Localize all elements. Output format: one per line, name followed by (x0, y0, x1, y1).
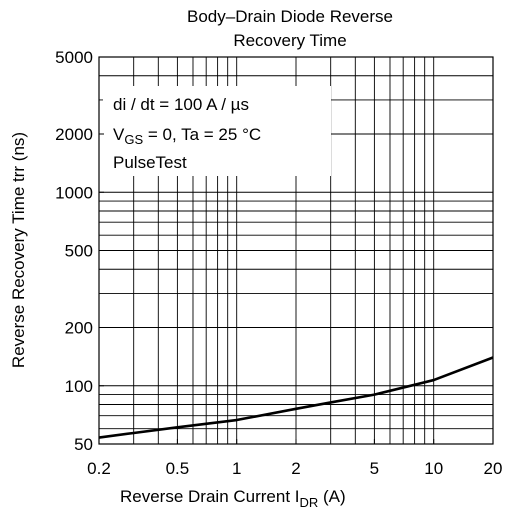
annotation: PulseTest (113, 153, 187, 172)
y-tick-label: 2000 (55, 125, 93, 144)
line (98, 356, 494, 439)
x-tick-label: 0.2 (87, 459, 111, 478)
annotation: VGS = 0, Ta = 25 °C (113, 125, 261, 147)
x-tick-label: 1 (232, 459, 241, 478)
chart-title: Body–Drain Diode Reverse (187, 7, 393, 26)
y-tick-label: 100 (65, 377, 93, 396)
chart-title: Recovery Time (233, 31, 346, 50)
x-tick-label: 5 (370, 459, 379, 478)
annotation-box (103, 86, 331, 176)
y-tick-label: 5000 (55, 48, 93, 67)
x-tick-label: 20 (484, 459, 503, 478)
x-axis-label: Reverse Drain Current IDR (A) (120, 487, 346, 510)
x-tick-label: 0.5 (166, 459, 190, 478)
x-tick-label: 10 (424, 459, 443, 478)
annotation: di / dt = 100 A / µs (113, 95, 249, 114)
y-tick-label: 50 (74, 435, 93, 454)
y-tick-label: 200 (65, 319, 93, 338)
x-tick-label: 2 (291, 459, 300, 478)
y-tick-label: 500 (65, 242, 93, 261)
y-tick-label: 1000 (55, 183, 93, 202)
y-axis-label: Reverse Recovery Time trr (ns) (9, 132, 28, 368)
